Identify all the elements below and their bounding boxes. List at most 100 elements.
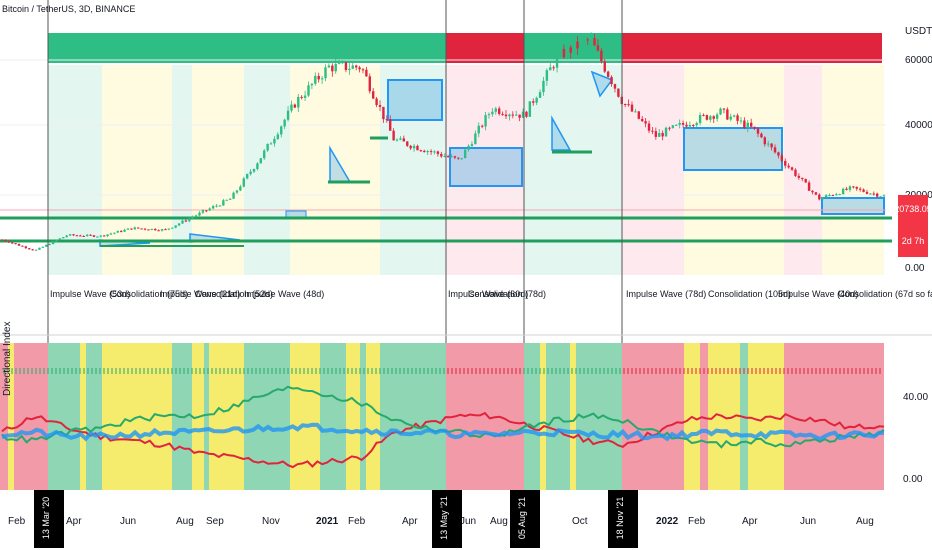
candle-body — [818, 194, 821, 200]
candle-body — [303, 95, 307, 98]
wave-label: Impulse Wave (78d) — [626, 289, 706, 299]
countdown-label: 2d 7h — [902, 236, 925, 246]
consolidation-zone — [290, 343, 320, 490]
candle-body — [51, 241, 55, 245]
consolidation-zone — [570, 343, 576, 490]
candle-body — [658, 132, 661, 137]
candle-body — [68, 234, 72, 236]
candle-body — [794, 169, 797, 176]
candle-body — [841, 188, 845, 195]
symbol-title: Bitcoin / TetherUS, 3D, BINANCE — [2, 4, 135, 14]
date-marker: 13 Mar '20 — [41, 497, 51, 539]
candle-body — [290, 104, 293, 111]
candle-body — [358, 67, 361, 70]
time-label: 2021 — [316, 516, 339, 527]
candle-body — [245, 174, 249, 179]
candle-body — [569, 47, 572, 53]
dmi-series — [1, 385, 885, 469]
candle-body — [436, 151, 440, 154]
date-marker-badge — [510, 490, 540, 548]
candle-body — [41, 246, 45, 248]
candle-body — [746, 122, 749, 129]
wave-label: Impulse Wave (48d) — [244, 289, 324, 299]
consolidation-zone — [80, 343, 86, 490]
candle-body — [14, 243, 17, 245]
candle-body — [433, 151, 436, 153]
candle-body — [269, 143, 273, 145]
candle-body — [596, 45, 600, 51]
bull-zone — [204, 343, 209, 490]
candle-body — [862, 189, 865, 192]
candle-body — [801, 177, 804, 180]
candle-body — [184, 220, 188, 222]
candle-body — [429, 151, 433, 153]
candle-body — [154, 228, 157, 231]
candle-body — [109, 233, 113, 235]
candle-body — [7, 241, 11, 243]
candle-body — [341, 62, 344, 64]
candle-body — [320, 78, 324, 80]
date-marker-badge — [608, 490, 638, 548]
trend-bull-segment — [48, 33, 446, 63]
candle-body — [440, 153, 443, 157]
candle-body — [678, 122, 681, 125]
wave-label: Consolidation (105d) — [708, 289, 791, 299]
candle-body — [838, 194, 841, 196]
bear-zone — [700, 343, 708, 490]
candle-body — [760, 133, 763, 138]
candle-body — [787, 165, 790, 168]
candle-body — [368, 76, 371, 92]
price-panel: Bitcoin / TetherUS, 3D, BINANCE USDT 600… — [0, 0, 932, 490]
candle-body — [96, 236, 99, 238]
candle-body — [807, 182, 811, 191]
candle-body — [501, 113, 504, 115]
candle-body — [835, 194, 838, 196]
candle-body — [208, 208, 211, 211]
candle-body — [211, 206, 215, 209]
candle-body — [242, 178, 245, 187]
candle-body — [773, 147, 777, 153]
candle-body — [457, 157, 460, 159]
candle-body — [600, 50, 603, 62]
candle-body — [726, 109, 729, 120]
time-label: Jun — [460, 516, 476, 527]
candle-body — [855, 186, 858, 189]
time-label: Apr — [66, 516, 82, 527]
candle-body — [869, 193, 872, 195]
candle-body — [681, 122, 685, 125]
price-series — [0, 32, 886, 251]
candle-body — [453, 156, 457, 158]
candle-body — [845, 188, 848, 190]
candle-body — [450, 156, 453, 158]
wave-labels: Impulse Wave (53d) Consolidation (75d) I… — [50, 289, 932, 299]
wave-label: Impulse Wave (21d) — [160, 289, 240, 299]
candle-body — [365, 69, 368, 77]
candle-body — [252, 169, 256, 172]
time-label: Apr — [402, 516, 418, 527]
candle-body — [613, 84, 617, 89]
bear-zone — [622, 65, 684, 275]
trend-bear-segment — [446, 33, 524, 63]
candle-body — [821, 197, 824, 200]
candle-body — [487, 114, 491, 116]
candle-body — [525, 111, 528, 117]
candle-body — [147, 229, 150, 231]
candle-body — [698, 114, 702, 124]
candle-body — [719, 108, 722, 115]
candle-body — [38, 247, 41, 250]
candle-body — [65, 235, 68, 238]
candle-body — [102, 235, 106, 237]
candle-body — [4, 239, 7, 242]
candle-body — [559, 48, 562, 54]
candle-body — [389, 119, 392, 131]
bull-zone — [48, 65, 102, 275]
candle-body — [651, 130, 654, 132]
candle-body — [395, 139, 399, 141]
candle-body — [443, 156, 446, 158]
candle-body — [171, 227, 174, 229]
candle-body — [675, 124, 678, 126]
candle-body — [784, 160, 787, 166]
price-tick: 60000.00 — [905, 55, 932, 66]
candle-body — [225, 199, 228, 201]
